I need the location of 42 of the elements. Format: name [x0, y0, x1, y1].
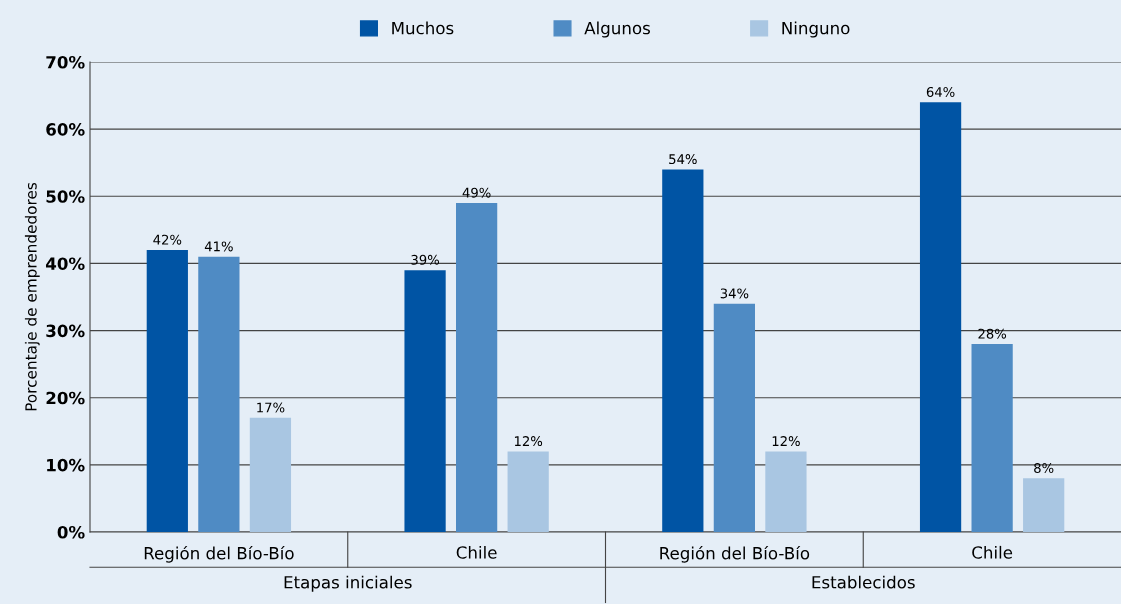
data-label: 41%	[204, 241, 233, 252]
bar	[1023, 478, 1065, 532]
legend-label: Ninguno	[782, 21, 850, 38]
data-label: 12%	[514, 436, 543, 447]
y-tick-label: 0%	[57, 525, 85, 539]
bar	[507, 451, 549, 532]
data-label: 42%	[153, 234, 182, 245]
bar	[404, 270, 446, 532]
x-tick-label: Chile	[972, 545, 1013, 559]
x-tick-label: Región del Bío-Bío	[660, 545, 810, 563]
data-label: 34%	[720, 288, 749, 299]
y-tick-label: 50%	[46, 190, 85, 203]
y-tick-label: 60%	[46, 123, 85, 136]
bar	[249, 417, 292, 532]
y-tick-label: 30%	[46, 324, 85, 338]
data-label: 28%	[978, 328, 1007, 339]
data-label: 17%	[257, 402, 285, 413]
text: Establecidos	[812, 575, 915, 589]
bar	[971, 344, 1013, 532]
x-tick-label: Chile	[456, 545, 497, 559]
bar	[765, 451, 807, 532]
bar	[198, 256, 240, 532]
y-tick-label: 10%	[47, 458, 85, 472]
data-label: 8%	[1034, 462, 1054, 473]
y-axis-title: Porcentaje de emprendedores	[24, 182, 40, 411]
legend-label: Algunos	[584, 21, 650, 38]
bar	[662, 169, 704, 532]
y-tick-label: 20%	[46, 391, 85, 405]
legend-label: Muchos	[392, 21, 454, 35]
y-tick-label: 40%	[46, 257, 85, 270]
bar	[919, 102, 962, 532]
data-label: 54%	[669, 154, 697, 165]
bar	[713, 303, 755, 532]
data-label: 49%	[462, 187, 491, 198]
bar	[456, 203, 498, 532]
bar	[146, 250, 188, 532]
data-label: 64%	[926, 86, 955, 97]
data-label: 39%	[411, 254, 440, 265]
x-tick-label: Región del Bío-Bío	[144, 545, 294, 563]
data-label: 12%	[772, 436, 800, 447]
y-tick-label: 70%	[46, 55, 85, 69]
text: Etapas iniciales	[284, 575, 412, 592]
